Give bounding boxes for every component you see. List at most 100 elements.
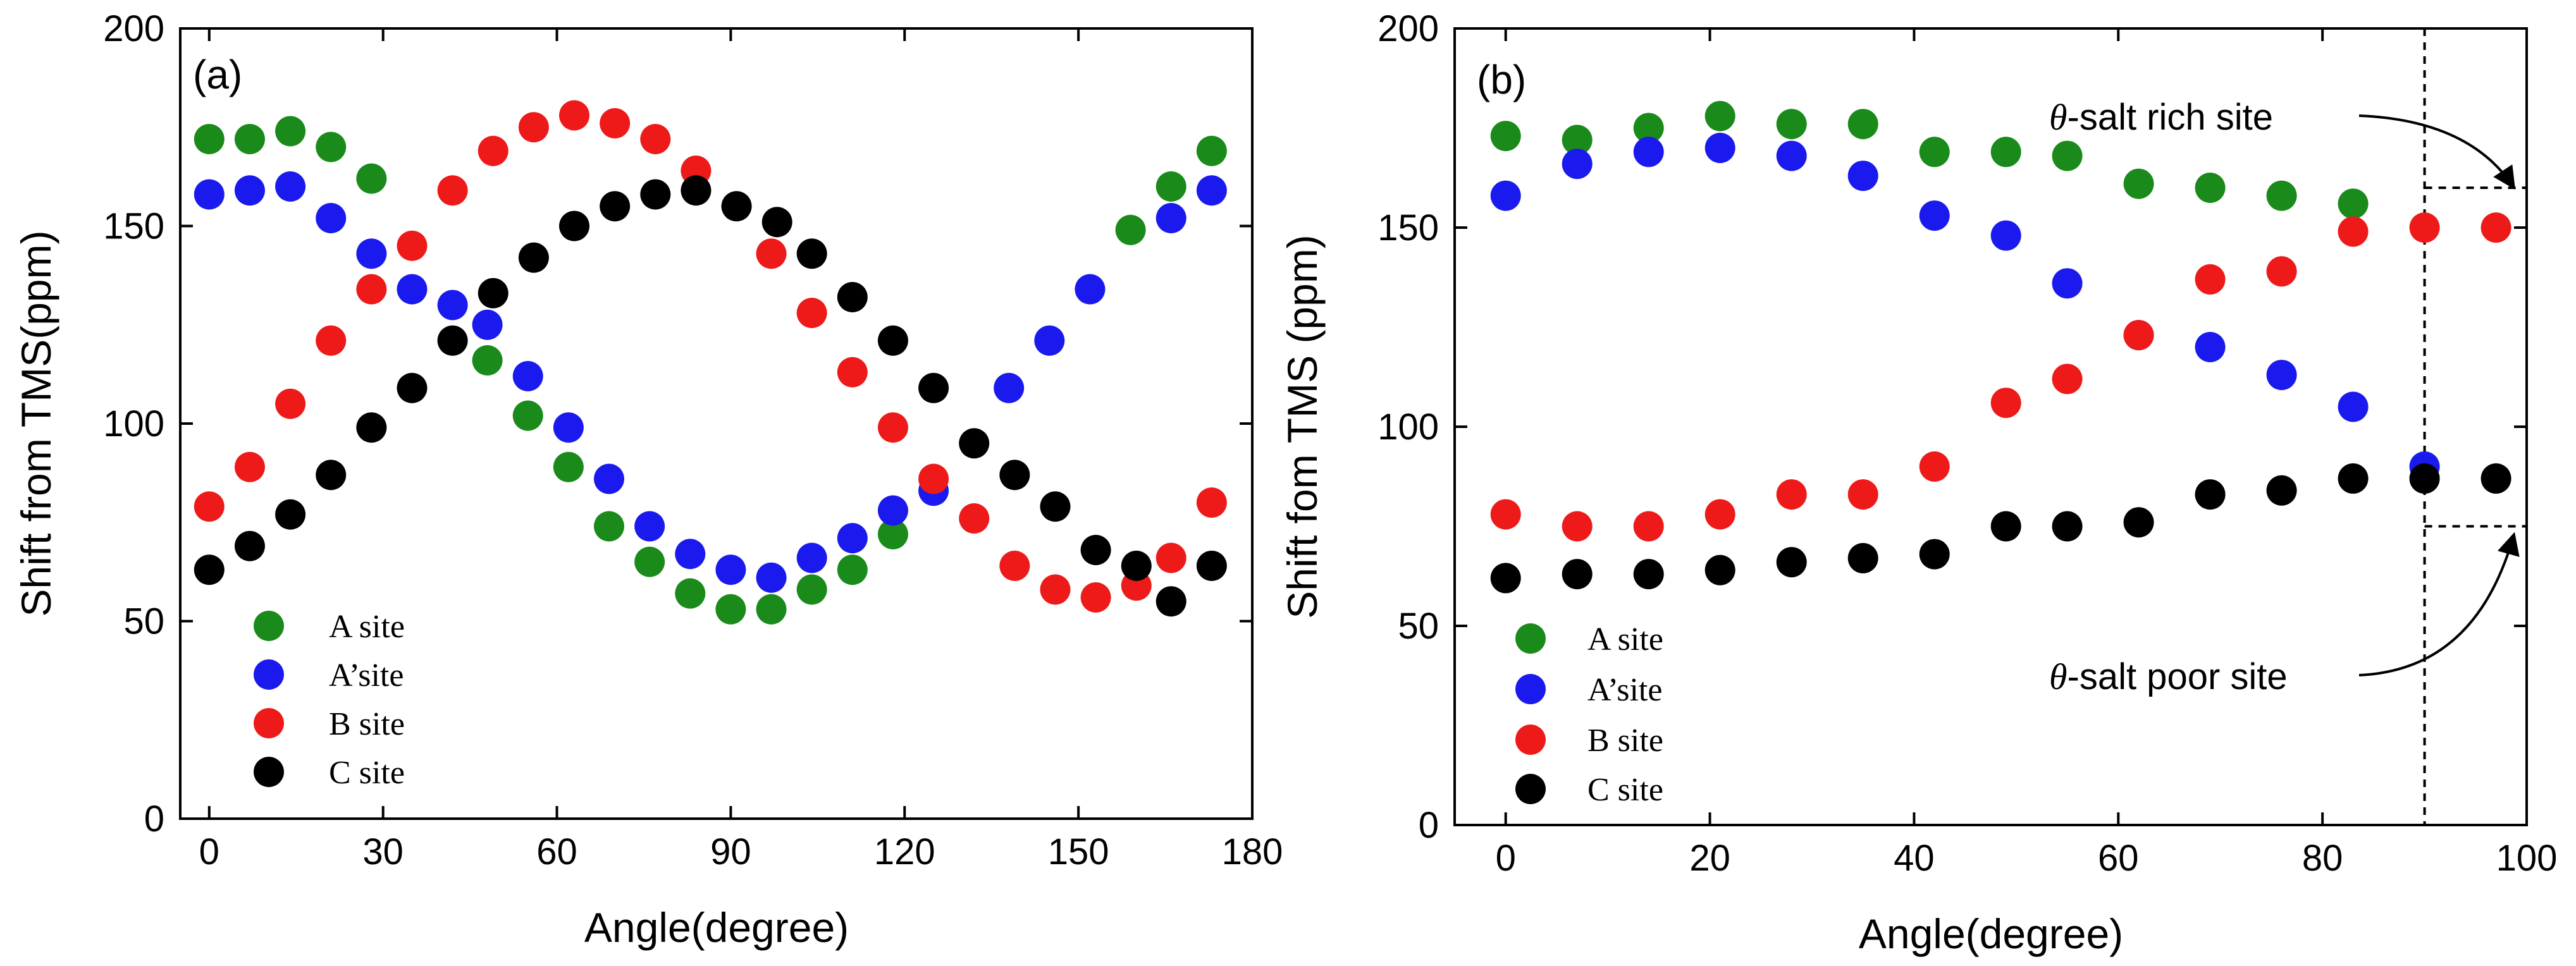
point-a-b-6 (437, 175, 468, 206)
point-b-b-12 (2338, 216, 2369, 247)
point-a-b-0 (194, 491, 225, 522)
point-b-a-7 (1990, 137, 2021, 168)
point-b-a-9 (2123, 168, 2154, 199)
y-axis-b: 0 50 100 150 200 (1377, 8, 2527, 846)
point-a-b-21 (1080, 582, 1111, 613)
point-a-c-9 (559, 211, 590, 242)
point-a-c-12 (681, 175, 712, 206)
point-b-c-14 (2480, 463, 2511, 494)
point-b-c-3 (1704, 554, 1735, 585)
legend-label-b-c: C site (1587, 772, 1663, 808)
point-b-b-13 (2409, 212, 2440, 243)
point-a-aprime-4 (356, 238, 387, 269)
point-a-b-15 (837, 357, 868, 388)
point-b-c-0 (1490, 563, 1521, 594)
point-a-b-16 (877, 412, 908, 443)
point-b-c-1 (1562, 559, 1593, 590)
point-a-b-20 (1040, 574, 1071, 605)
point-a-a-16 (1115, 214, 1146, 245)
y-tick-label-b-1: 50 (1398, 606, 1439, 647)
data-points-a (194, 100, 1227, 625)
point-a-aprime-1 (234, 175, 265, 206)
point-a-aprime-11 (634, 511, 665, 542)
point-b-c-5 (1847, 542, 1878, 573)
rich-site-annotation: θ-salt rich site (2049, 97, 2273, 138)
point-a-a-10 (675, 578, 706, 609)
point-b-aprime-6 (1919, 200, 1950, 231)
point-b-aprime-1 (1562, 149, 1593, 180)
y-tick-label-a-0: 0 (144, 798, 164, 840)
point-a-aprime-17 (877, 495, 908, 526)
point-b-b-10 (2195, 264, 2226, 295)
point-b-aprime-2 (1633, 137, 1664, 168)
point-a-c-16 (837, 282, 868, 312)
point-a-c-22 (1080, 535, 1111, 565)
point-a-a-8 (594, 511, 624, 542)
point-b-c-13 (2409, 463, 2440, 494)
point-a-c-8 (518, 242, 549, 273)
point-a-c-4 (356, 412, 387, 443)
point-a-c-20 (999, 460, 1030, 491)
point-b-b-1 (1562, 511, 1593, 542)
y-tick-label-b-3: 150 (1377, 207, 1439, 248)
point-a-c-5 (397, 372, 428, 403)
point-a-b-9 (559, 100, 590, 131)
point-a-a-17 (1156, 171, 1186, 202)
point-b-c-10 (2195, 479, 2226, 510)
point-a-b-19 (999, 551, 1030, 581)
legend-marker-b-b (1515, 724, 1546, 755)
point-a-aprime-15 (796, 542, 827, 573)
point-a-b-3 (316, 325, 347, 356)
point-b-aprime-0 (1490, 180, 1521, 211)
data-points-b (1490, 101, 2511, 594)
rich-site-text: -salt rich site (2068, 97, 2274, 138)
point-a-a-2 (275, 116, 306, 147)
point-a-b-11 (640, 124, 671, 154)
point-b-c-12 (2338, 463, 2369, 494)
x-tick-label-a-0: 0 (199, 831, 219, 872)
legend-label-b-a: A site (1587, 621, 1663, 657)
point-a-b-4 (356, 274, 387, 305)
x-axis-a: 0 30 60 90 120 150 180 (199, 28, 1283, 872)
point-a-aprime-19 (994, 372, 1025, 403)
point-b-a-12 (2338, 188, 2369, 219)
point-a-aprime-3 (316, 203, 347, 233)
point-a-aprime-6 (437, 290, 468, 321)
point-b-aprime-5 (1847, 161, 1878, 192)
point-a-c-17 (877, 325, 908, 356)
point-b-c-9 (2123, 507, 2154, 538)
point-a-b-5 (397, 230, 428, 261)
point-a-a-3 (316, 131, 347, 162)
point-a-b-14 (796, 298, 827, 328)
point-a-b-24 (1196, 487, 1227, 518)
point-a-c-11 (640, 179, 671, 210)
point-a-c-2 (275, 499, 306, 530)
poor-site-arrow (2358, 532, 2520, 676)
point-a-aprime-9 (553, 412, 584, 443)
point-b-aprime-4 (1776, 140, 1807, 171)
point-b-a-11 (2266, 180, 2297, 211)
legend-b: A site A’site B site C site (1515, 621, 1663, 808)
point-b-a-4 (1776, 109, 1807, 140)
legend-marker-b-c (1515, 774, 1546, 804)
y-tick-label-b-0: 0 (1419, 805, 1439, 846)
point-a-aprime-20 (1034, 325, 1065, 356)
point-b-c-2 (1633, 559, 1664, 590)
point-a-aprime-23 (1196, 175, 1227, 206)
point-b-a-5 (1847, 109, 1878, 140)
point-a-a-12 (756, 594, 787, 625)
point-a-a-6 (512, 400, 543, 431)
rich-theta-symbol: θ (2049, 97, 2068, 138)
legend-label-a-a: A site (329, 609, 405, 645)
point-a-aprime-21 (1075, 274, 1106, 305)
point-a-aprime-22 (1156, 203, 1186, 233)
legend-marker-b-aprime (1515, 674, 1546, 704)
point-b-aprime-10 (2195, 332, 2226, 362)
legend-a: A site A’site B site C site (254, 609, 405, 791)
poor-site-annotation: θ-salt poor site (2049, 656, 2288, 697)
point-b-b-9 (2123, 320, 2154, 351)
point-a-c-19 (959, 428, 990, 459)
point-a-aprime-8 (512, 361, 543, 391)
point-b-a-1 (1562, 125, 1593, 156)
